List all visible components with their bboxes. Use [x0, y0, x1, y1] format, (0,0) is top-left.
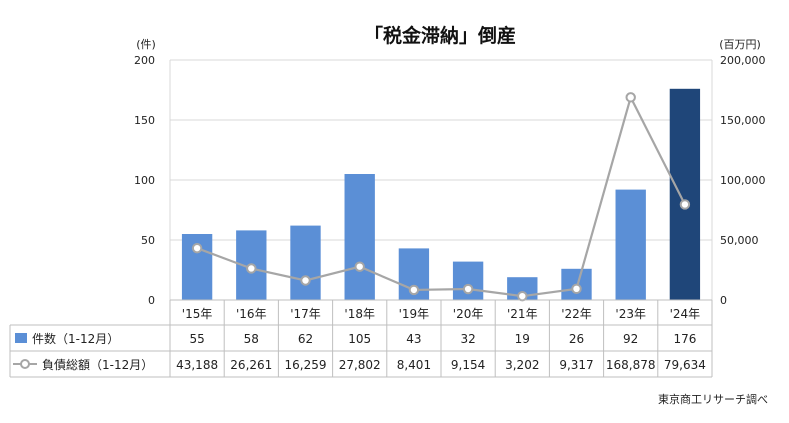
category-label: '15年 — [182, 307, 213, 321]
category-label: '16年 — [236, 307, 267, 321]
right-axis: 0 50,000 100,000 150,000 200,000 — [720, 54, 766, 307]
count-cell: 62 — [298, 332, 313, 346]
line-point — [191, 242, 203, 254]
debt-cell: 79,634 — [664, 358, 706, 372]
right-tick-label: 150,000 — [720, 114, 766, 127]
count-cell: 105 — [348, 332, 371, 346]
data-table: '15年 '16年 '17年 '18年 '19年 '20年 '21年 '22年 '23年 '24年… — [9, 299, 713, 378]
debt-cell: 9,154 — [451, 358, 485, 372]
line-point — [300, 275, 311, 286]
line-point — [625, 92, 636, 103]
chart-title: 「税金滞納」倒産 — [364, 24, 516, 47]
count-cell: 58 — [244, 332, 259, 346]
line-point — [462, 283, 474, 295]
debt-cell: 168,878 — [606, 358, 656, 372]
gridlines — [169, 59, 713, 300]
left-tick-label: 50 — [141, 234, 155, 247]
debt-cell: 27,802 — [339, 358, 381, 372]
bar — [344, 174, 375, 300]
debt-cell: 26,261 — [230, 358, 272, 372]
debt-cell: 8,401 — [397, 358, 431, 372]
bar — [290, 225, 321, 300]
category-label: '17年 — [290, 307, 321, 321]
debt-cell: 9,317 — [559, 358, 593, 372]
bar-series — [181, 88, 701, 300]
debt-line — [196, 94, 686, 298]
left-tick-label: 150 — [134, 114, 155, 127]
left-tick-label: 0 — [148, 294, 155, 307]
debt-cell: 3,202 — [505, 358, 539, 372]
left-tick-label: 100 — [134, 174, 155, 187]
left-axis-unit: (件) — [136, 38, 156, 51]
category-label: '21年 — [507, 307, 538, 321]
count-cell: 26 — [569, 332, 584, 346]
legend-bar-swatch — [15, 333, 27, 343]
line-point — [246, 263, 257, 274]
bar — [669, 88, 701, 300]
count-cell: 19 — [515, 332, 530, 346]
category-label: '19年 — [399, 307, 430, 321]
right-tick-label: 200,000 — [720, 54, 766, 67]
line-point — [571, 283, 582, 295]
debt-cell: 43,188 — [176, 358, 218, 372]
line-series — [191, 92, 691, 302]
right-tick-label: 0 — [720, 294, 727, 307]
bar — [615, 189, 646, 300]
left-tick-label: 200 — [134, 54, 155, 67]
left-axis: 0 50 100 150 200 — [134, 54, 155, 307]
line-point — [354, 261, 365, 272]
right-tick-label: 50,000 — [720, 234, 759, 247]
category-label: '24年 — [670, 307, 701, 321]
line-point — [679, 199, 691, 210]
legend-bar-label: 件数（1-12月） — [32, 331, 119, 346]
count-cell: 176 — [673, 332, 696, 346]
line-point — [517, 290, 528, 302]
count-cell: 43 — [406, 332, 421, 346]
source-note: 東京商工リサーチ調べ — [658, 392, 768, 406]
count-cell: 92 — [623, 332, 638, 346]
category-label: '20年 — [453, 307, 484, 321]
legend-line-label: 負債総額（1-12月） — [42, 357, 153, 372]
category-label: '18年 — [344, 307, 375, 321]
category-label: '22年 — [561, 307, 592, 321]
line-point — [408, 284, 420, 296]
right-axis-unit: (百万円) — [719, 38, 761, 51]
debt-cell: 16,259 — [285, 358, 327, 372]
count-cell: 55 — [189, 332, 204, 346]
right-tick-label: 100,000 — [720, 174, 766, 187]
bar — [452, 261, 484, 300]
legend-line-marker — [20, 359, 30, 369]
category-label: '23年 — [615, 307, 646, 321]
count-cell: 32 — [460, 332, 475, 346]
